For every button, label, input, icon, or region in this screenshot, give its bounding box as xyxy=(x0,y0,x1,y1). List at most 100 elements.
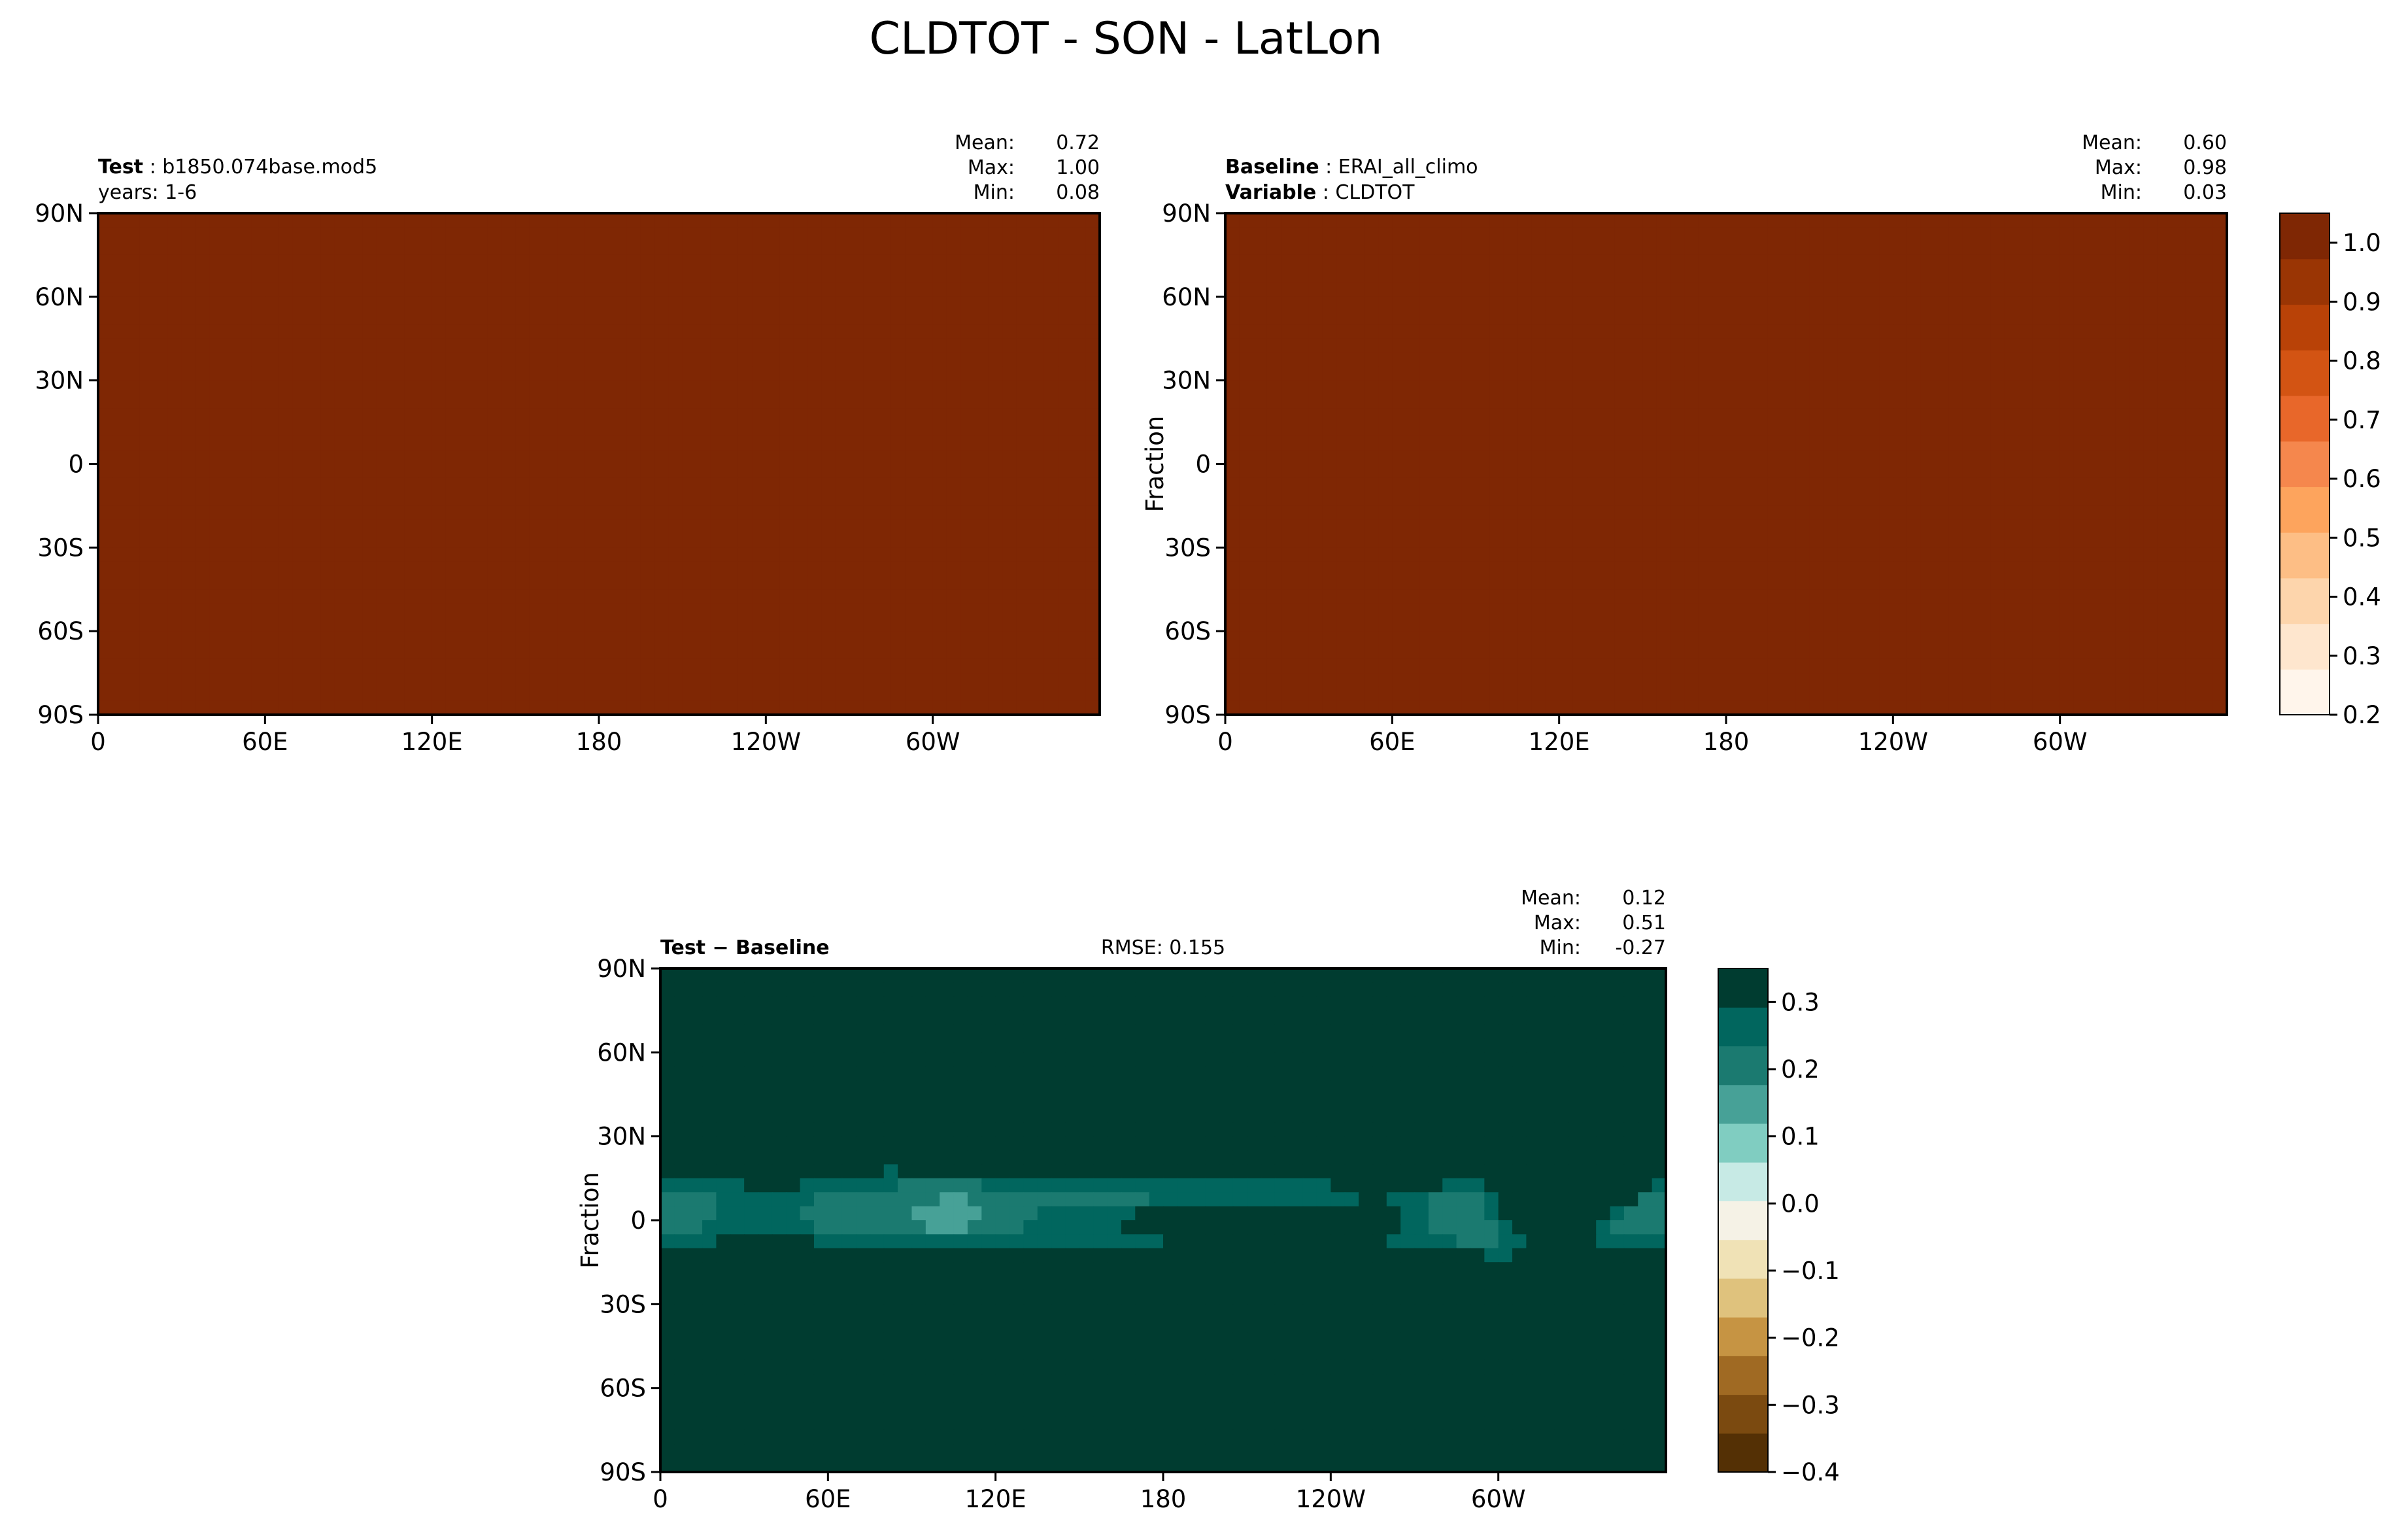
heatmap-cell xyxy=(1002,519,1017,534)
heatmap-cell xyxy=(195,589,211,604)
heatmap-cell xyxy=(1837,492,1852,507)
heatmap-cell xyxy=(154,408,169,423)
heatmap-cell xyxy=(2115,380,2130,395)
heatmap-cell xyxy=(2143,422,2158,437)
heatmap-cell xyxy=(696,603,711,618)
heatmap-cell xyxy=(849,450,864,465)
heatmap-cell xyxy=(863,352,878,368)
heatmap-cell xyxy=(946,254,962,270)
heatmap-cell xyxy=(779,241,794,256)
heatmap-cell xyxy=(2032,450,2047,465)
heatmap-cell xyxy=(1782,534,1797,549)
heatmap-cell xyxy=(320,700,335,715)
heatmap-cell xyxy=(1823,241,1839,256)
heatmap-cell xyxy=(1767,338,1782,353)
heatmap-cell xyxy=(251,254,266,270)
heatmap-cell xyxy=(835,575,850,590)
heatmap-cell xyxy=(1545,227,1560,242)
heatmap-cell xyxy=(265,519,280,534)
heatmap-cell xyxy=(1656,645,1671,660)
heatmap-cell xyxy=(682,492,697,507)
heatmap-cell xyxy=(1851,241,1866,256)
heatmap-cell xyxy=(307,505,322,521)
heatmap-cell xyxy=(112,380,127,395)
heatmap-cell xyxy=(348,687,364,702)
heatmap-cell xyxy=(307,492,322,507)
heatmap-cell xyxy=(460,380,475,395)
heatmap-cell xyxy=(543,213,558,228)
heatmap-cell xyxy=(1837,296,1852,311)
heatmap-cell xyxy=(2129,213,2145,228)
heatmap-cell xyxy=(1002,324,1017,339)
heatmap-cell xyxy=(543,700,558,715)
heatmap-cell xyxy=(654,519,670,534)
heatmap-cell xyxy=(988,282,1003,298)
heatmap-cell xyxy=(265,296,280,311)
heatmap-cell xyxy=(376,324,391,339)
heatmap-cell xyxy=(2004,241,2019,256)
heatmap-cell xyxy=(1698,282,1713,298)
heatmap-cell xyxy=(376,352,391,368)
heatmap-cell xyxy=(1726,394,1741,409)
heatmap-cell xyxy=(1920,589,1935,604)
heatmap-cell xyxy=(1572,213,1588,228)
heatmap-cell xyxy=(2018,645,2033,660)
heatmap-cell xyxy=(1545,296,1560,311)
heatmap-cell xyxy=(946,700,962,715)
heatmap-cell xyxy=(1782,477,1797,492)
heatmap-cell xyxy=(1754,561,1769,576)
heatmap-cell xyxy=(1990,492,2005,507)
heatmap-cell xyxy=(1559,352,1574,368)
heatmap-cell xyxy=(1907,269,1922,284)
heatmap-cell xyxy=(668,492,683,507)
heatmap-cell xyxy=(1016,227,1031,242)
heatmap-cell xyxy=(613,492,628,507)
heatmap-cell xyxy=(2046,282,2061,298)
heatmap-cell xyxy=(1085,589,1100,604)
heatmap-cell xyxy=(1517,645,1532,660)
heatmap-cell xyxy=(640,687,655,702)
heatmap-cell xyxy=(960,631,975,646)
heatmap-cell xyxy=(1545,422,1560,437)
heatmap-cell xyxy=(710,213,725,228)
heatmap-cell xyxy=(1935,213,1950,228)
heatmap-cell xyxy=(1865,617,1880,632)
heatmap-cell xyxy=(1058,311,1073,326)
heatmap-cell xyxy=(835,589,850,604)
heatmap-cell xyxy=(1837,519,1852,534)
heatmap-cell xyxy=(515,534,530,549)
heatmap-cell xyxy=(654,324,670,339)
heatmap-cell xyxy=(1030,631,1045,646)
heatmap-cell xyxy=(1670,380,1685,395)
heatmap-cell xyxy=(1489,589,1504,604)
heatmap-cell xyxy=(1016,352,1031,368)
heatmap-cell xyxy=(946,659,962,674)
heatmap-cell xyxy=(139,254,154,270)
heatmap-cell xyxy=(779,408,794,423)
heatmap-cell xyxy=(2129,589,2145,604)
heatmap-cell xyxy=(2018,241,2033,256)
heatmap-cell xyxy=(905,380,920,395)
heatmap-cell xyxy=(1030,547,1045,562)
heatmap-cell xyxy=(2199,352,2214,368)
heatmap-cell xyxy=(599,338,614,353)
heatmap-cell xyxy=(1085,352,1100,368)
heatmap-cell xyxy=(1364,436,1379,451)
heatmap-cell xyxy=(1392,450,1407,465)
heatmap-cell xyxy=(1726,659,1741,674)
heatmap-cell xyxy=(348,296,364,311)
heatmap-cell xyxy=(487,534,502,549)
heatmap-cell xyxy=(1726,519,1741,534)
heatmap-cell xyxy=(432,311,447,326)
heatmap-cell xyxy=(974,241,989,256)
heatmap-cell xyxy=(1281,296,1296,311)
heatmap-cell xyxy=(585,561,600,576)
heatmap-cell xyxy=(1419,394,1434,409)
heatmap-cell xyxy=(237,311,252,326)
heatmap-cell xyxy=(209,408,224,423)
heatmap-cell xyxy=(1948,394,1963,409)
heatmap-cell xyxy=(1281,492,1296,507)
heatmap-cell xyxy=(1990,477,2005,492)
heatmap-cell xyxy=(1976,366,1992,381)
